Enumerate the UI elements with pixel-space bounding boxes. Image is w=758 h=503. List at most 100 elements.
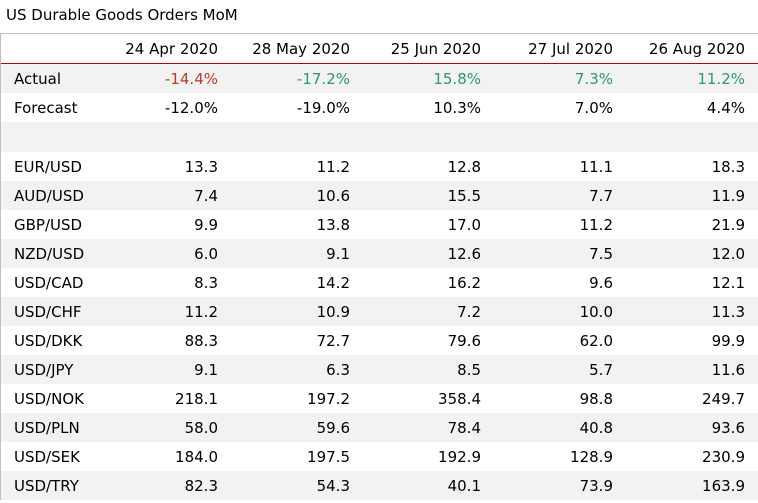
table-cell: 79.6 bbox=[447, 331, 481, 350]
table-cell: 6.3 bbox=[326, 360, 350, 379]
table-row: USD/DKK 88.3 72.7 79.6 62.0 99.9 bbox=[1, 326, 758, 355]
table-cell: 62.0 bbox=[579, 331, 613, 350]
row-label: AUD/USD bbox=[14, 186, 84, 205]
table-cell: 11.2 bbox=[184, 302, 218, 321]
table-cell: 218.1 bbox=[175, 389, 218, 408]
actual-value: 15.8% bbox=[433, 69, 481, 88]
table-cell: 72.7 bbox=[316, 331, 350, 350]
row-label: EUR/USD bbox=[14, 157, 82, 176]
row-label: USD/NOK bbox=[14, 389, 84, 408]
table-cell: 88.3 bbox=[184, 331, 218, 350]
row-label: USD/SEK bbox=[14, 447, 80, 466]
column-header: 27 Jul 2020 bbox=[528, 39, 613, 58]
table-cell: 82.3 bbox=[184, 476, 218, 495]
forecast-value: -19.0% bbox=[296, 98, 350, 117]
table-row: GBP/USD 9.9 13.8 17.0 11.2 21.9 bbox=[1, 210, 758, 239]
table-cell: 128.9 bbox=[570, 447, 613, 466]
forecast-row: Forecast -12.0% -19.0% 10.3% 7.0% 4.4% bbox=[1, 93, 758, 122]
actual-value: -14.4% bbox=[164, 69, 218, 88]
table-title: US Durable Goods Orders MoM bbox=[6, 6, 238, 24]
table-cell: 14.2 bbox=[316, 273, 350, 292]
table-cell: 11.3 bbox=[711, 302, 745, 321]
column-header: 26 Aug 2020 bbox=[648, 39, 745, 58]
table-cell: 18.3 bbox=[711, 157, 745, 176]
table-row: USD/NOK 218.1 197.2 358.4 98.8 249.7 bbox=[1, 384, 758, 413]
table-cell: 13.3 bbox=[184, 157, 218, 176]
table-cell: 93.6 bbox=[711, 418, 745, 437]
table-cell: 9.9 bbox=[194, 215, 218, 234]
table-cell: 8.3 bbox=[194, 273, 218, 292]
table-cell: 11.1 bbox=[579, 157, 613, 176]
table-cell: 8.5 bbox=[457, 360, 481, 379]
table-cell: 358.4 bbox=[438, 389, 481, 408]
table-row: USD/JPY 9.1 6.3 8.5 5.7 11.6 bbox=[1, 355, 758, 384]
forecast-value: 7.0% bbox=[574, 98, 613, 117]
table-cell: 5.7 bbox=[589, 360, 613, 379]
table-cell: 197.2 bbox=[307, 389, 350, 408]
table-cell: 98.8 bbox=[579, 389, 613, 408]
table-cell: 40.1 bbox=[447, 476, 481, 495]
forecast-value: -12.0% bbox=[164, 98, 218, 117]
table-cell: 9.1 bbox=[194, 360, 218, 379]
table-cell: 7.7 bbox=[589, 186, 613, 205]
table-cell: 12.1 bbox=[711, 273, 745, 292]
row-label: NZD/USD bbox=[14, 244, 85, 263]
table-cell: 17.0 bbox=[447, 215, 481, 234]
table-cell: 16.2 bbox=[447, 273, 481, 292]
table-cell: 54.3 bbox=[316, 476, 350, 495]
table-cell: 11.6 bbox=[711, 360, 745, 379]
column-header: 24 Apr 2020 bbox=[125, 39, 218, 58]
table-cell: 11.2 bbox=[579, 215, 613, 234]
spacer-row bbox=[1, 122, 758, 152]
table-cell: 249.7 bbox=[702, 389, 745, 408]
table-cell: 7.4 bbox=[194, 186, 218, 205]
table-cell: 7.2 bbox=[457, 302, 481, 321]
row-label: USD/CAD bbox=[14, 273, 84, 292]
table-cell: 12.6 bbox=[447, 244, 481, 263]
table-cell: 7.5 bbox=[589, 244, 613, 263]
table-cell: 184.0 bbox=[175, 447, 218, 466]
actual-value: 11.2% bbox=[697, 69, 745, 88]
table-row: AUD/USD 7.4 10.6 15.5 7.7 11.9 bbox=[1, 181, 758, 210]
table-cell: 197.5 bbox=[307, 447, 350, 466]
table-row: USD/TRY 82.3 54.3 40.1 73.9 163.9 bbox=[1, 471, 758, 500]
row-label: USD/JPY bbox=[14, 360, 74, 379]
table-cell: 163.9 bbox=[702, 476, 745, 495]
table-cell: 15.5 bbox=[447, 186, 481, 205]
table-cell: 9.6 bbox=[589, 273, 613, 292]
actual-row: Actual -14.4% -17.2% 15.8% 7.3% 11.2% bbox=[1, 64, 758, 93]
column-header: 25 Jun 2020 bbox=[390, 39, 481, 58]
table-row: NZD/USD 6.0 9.1 12.6 7.5 12.0 bbox=[1, 239, 758, 268]
header-row: 24 Apr 2020 28 May 2020 25 Jun 2020 27 J… bbox=[1, 34, 758, 64]
pair-rows: EUR/USD 13.3 11.2 12.8 11.1 18.3 AUD/USD 7.4 10.… bbox=[1, 152, 758, 500]
table-cell: 10.0 bbox=[579, 302, 613, 321]
table-cell: 10.6 bbox=[316, 186, 350, 205]
data-table: 24 Apr 2020 28 May 2020 25 Jun 2020 27 J… bbox=[0, 33, 758, 500]
table-cell: 10.9 bbox=[316, 302, 350, 321]
table-cell: 73.9 bbox=[579, 476, 613, 495]
table-cell: 6.0 bbox=[194, 244, 218, 263]
actual-value: 7.3% bbox=[574, 69, 613, 88]
table-row: EUR/USD 13.3 11.2 12.8 11.1 18.3 bbox=[1, 152, 758, 181]
table-row: USD/SEK 184.0 197.5 192.9 128.9 230.9 bbox=[1, 442, 758, 471]
table-row: USD/PLN 58.0 59.6 78.4 40.8 93.6 bbox=[1, 413, 758, 442]
forecast-value: 10.3% bbox=[433, 98, 481, 117]
table-cell: 230.9 bbox=[702, 447, 745, 466]
row-label: Forecast bbox=[14, 98, 78, 117]
forecast-value: 4.4% bbox=[706, 98, 745, 117]
row-label: USD/TRY bbox=[14, 476, 79, 495]
table-cell: 11.9 bbox=[711, 186, 745, 205]
actual-value: -17.2% bbox=[296, 69, 350, 88]
row-label: Actual bbox=[14, 69, 61, 88]
row-label: USD/CHF bbox=[14, 302, 82, 321]
row-label: USD/DKK bbox=[14, 331, 83, 350]
table-row: USD/CHF 11.2 10.9 7.2 10.0 11.3 bbox=[1, 297, 758, 326]
table-cell: 13.8 bbox=[316, 215, 350, 234]
table-cell: 40.8 bbox=[579, 418, 613, 437]
table-cell: 9.1 bbox=[326, 244, 350, 263]
table-cell: 12.0 bbox=[711, 244, 745, 263]
row-label: GBP/USD bbox=[14, 215, 83, 234]
table-cell: 192.9 bbox=[438, 447, 481, 466]
table-cell: 78.4 bbox=[447, 418, 481, 437]
table-cell: 59.6 bbox=[316, 418, 350, 437]
